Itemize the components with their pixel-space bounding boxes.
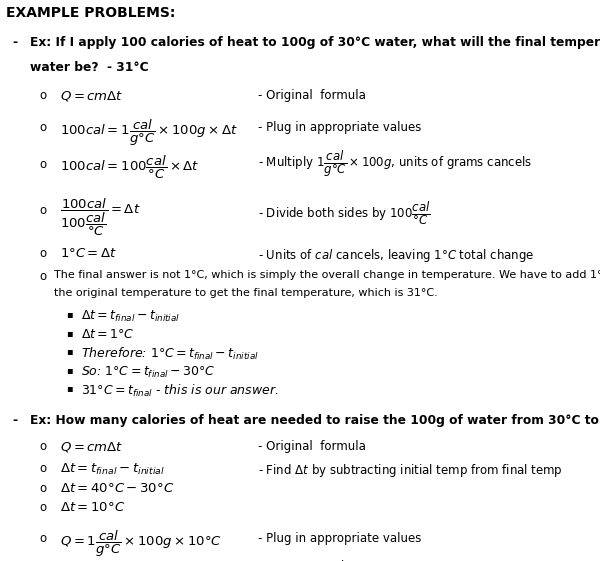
Text: ▪: ▪ (66, 346, 73, 356)
Text: o: o (39, 501, 46, 514)
Text: o: o (39, 89, 46, 102)
Text: o: o (39, 247, 46, 260)
Text: - Original  formula: - Original formula (258, 440, 366, 453)
Text: $Q = cm\Delta t$: $Q = cm\Delta t$ (60, 440, 124, 454)
Text: ▪: ▪ (66, 365, 73, 375)
Text: ▪: ▪ (66, 383, 73, 393)
Text: ▪: ▪ (66, 328, 73, 338)
Text: EXAMPLE PROBLEMS:: EXAMPLE PROBLEMS: (6, 6, 175, 20)
Text: $\Delta t = 40\degree C - 30\degree C$: $\Delta t = 40\degree C - 30\degree C$ (60, 482, 174, 495)
Text: $\Delta t = 10\degree C$: $\Delta t = 10\degree C$ (60, 501, 125, 514)
Text: o: o (39, 482, 46, 495)
Text: - Units of $cal$ cancels, leaving $1\degree C$ total change: - Units of $cal$ cancels, leaving $1\deg… (258, 247, 534, 264)
Text: $\Delta t = 1\degree C$: $\Delta t = 1\degree C$ (81, 328, 134, 341)
Text: o: o (39, 204, 46, 217)
Text: the original temperature to get the final temperature, which is 31°C.: the original temperature to get the fina… (54, 288, 438, 298)
Text: Therefore: $1\degree C = t_{final} - t_{initial}$: Therefore: $1\degree C = t_{final} - t_{… (81, 346, 259, 362)
Text: $Q = cm\Delta t$: $Q = cm\Delta t$ (60, 89, 124, 103)
Text: $\dfrac{100cal}{100\dfrac{cal}{\degree C}} = \Delta t$: $\dfrac{100cal}{100\dfrac{cal}{\degree C… (60, 197, 140, 238)
Text: o: o (39, 121, 46, 134)
Text: -: - (12, 36, 17, 49)
Text: Ex: How many calories of heat are needed to raise the 100g of water from 30°C to: Ex: How many calories of heat are needed… (30, 414, 600, 427)
Text: - Multiply $1\dfrac{cal}{g\degree C}\times100g$, units of grams cancels: - Multiply $1\dfrac{cal}{g\degree C}\tim… (258, 150, 532, 180)
Text: $31\degree C = t_{final}$ - $\mathit{this}$ is our answer.: $31\degree C = t_{final}$ - $\mathit{thi… (81, 383, 278, 399)
Text: Ex: If I apply 100 calories of heat to 100g of 30°C water, what will the final t: Ex: If I apply 100 calories of heat to 1… (30, 36, 600, 49)
Text: $100cal = 100\dfrac{cal}{\degree C}\times\Delta t$: $100cal = 100\dfrac{cal}{\degree C}\time… (60, 154, 200, 181)
Text: - Multiply $1\dfrac{cal}{g\degree C}\times100g$, units of grams cancels: - Multiply $1\dfrac{cal}{g\degree C}\tim… (258, 559, 532, 561)
Text: o: o (39, 462, 46, 475)
Text: $\Delta t = t_{final} - t_{initial}$: $\Delta t = t_{final} - t_{initial}$ (60, 462, 165, 477)
Text: ▪: ▪ (66, 309, 73, 319)
Text: The final answer is not 1°C, which is simply the overall change in temperature. : The final answer is not 1°C, which is si… (54, 270, 600, 280)
Text: $Q = 1\dfrac{cal}{g\degree C}\times100g\times10\degree C$: $Q = 1\dfrac{cal}{g\degree C}\times100g\… (60, 528, 222, 559)
Text: o: o (39, 270, 46, 283)
Text: - Plug in appropriate values: - Plug in appropriate values (258, 121, 421, 134)
Text: -: - (12, 414, 17, 427)
Text: o: o (39, 440, 46, 453)
Text: $100cal = 1\dfrac{cal}{g\degree C}\times100g\times\Delta t$: $100cal = 1\dfrac{cal}{g\degree C}\times… (60, 118, 238, 148)
Text: So: $1\degree C = t_{final} - 30\degree C$: So: $1\degree C = t_{final} - 30\degree … (81, 365, 215, 380)
Text: $1\degree C = \Delta t$: $1\degree C = \Delta t$ (60, 247, 117, 260)
Text: o: o (39, 158, 46, 171)
Text: $\Delta t = t_{final} - t_{initial}$: $\Delta t = t_{final} - t_{initial}$ (81, 309, 180, 324)
Text: - Original  formula: - Original formula (258, 89, 366, 102)
Text: - Find $\Delta t$ by subtracting initial temp from final temp: - Find $\Delta t$ by subtracting initial… (258, 462, 563, 479)
Text: o: o (39, 532, 46, 545)
Text: water be?  - 31°C: water be? - 31°C (30, 61, 149, 73)
Text: - Divide both sides by $100\dfrac{cal}{\degree C}$: - Divide both sides by $100\dfrac{cal}{\… (258, 200, 431, 227)
Text: - Plug in appropriate values: - Plug in appropriate values (258, 532, 421, 545)
